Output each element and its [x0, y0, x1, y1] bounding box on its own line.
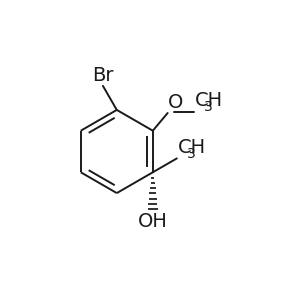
Text: Br: Br [92, 66, 114, 85]
Text: 3: 3 [204, 100, 213, 114]
Text: 3: 3 [187, 147, 196, 161]
Text: O: O [168, 93, 184, 112]
Text: CH: CH [195, 92, 223, 110]
Text: CH: CH [178, 138, 206, 157]
Text: OH: OH [138, 212, 168, 231]
